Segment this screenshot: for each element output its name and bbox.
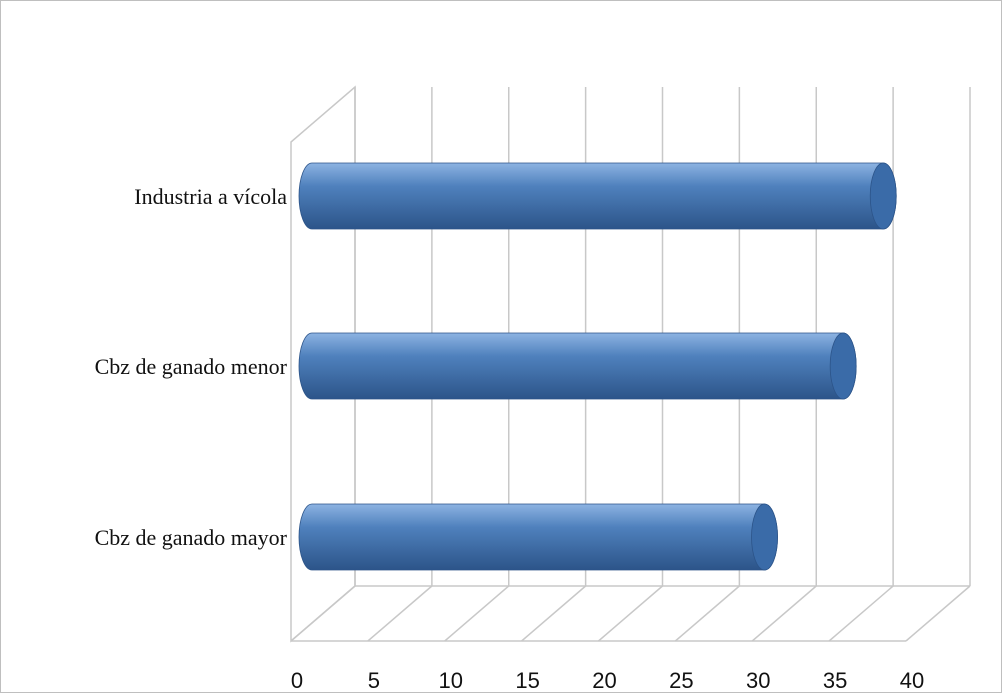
category-labels: Cbz de ganado mayor Cbz de ganado menor In…	[95, 184, 288, 550]
gridline-floor	[828, 585, 894, 642]
x-tick-label: 20	[592, 668, 616, 693]
x-tick-label: 40	[900, 668, 924, 693]
gridline-floor	[521, 585, 587, 642]
bar-end-cap	[751, 503, 778, 571]
x-tick-label: 30	[746, 668, 770, 693]
x-tick-label: 15	[515, 668, 539, 693]
bar-cbz-de-ganado-mayor	[298, 503, 778, 571]
x-tick-label: 35	[823, 668, 847, 693]
side-wall	[290, 85, 356, 643]
bars-layer	[298, 162, 897, 571]
x-tick-label: 5	[368, 668, 380, 693]
bar-body	[298, 162, 897, 230]
gridline-floor	[674, 585, 740, 642]
bar-cbz-de-ganado-menor	[298, 332, 857, 400]
category-label: Cbz de ganado mayor	[95, 525, 288, 550]
x-tick-label: 25	[669, 668, 693, 693]
gridline-floor	[444, 585, 510, 642]
gridline-floor	[598, 585, 663, 642]
bar-body	[298, 332, 857, 400]
bar-body	[298, 503, 778, 571]
gridline-floor	[905, 585, 971, 642]
x-tick-labels: 0 5 10 15 20 25 30 35 40	[291, 668, 924, 693]
category-label: Cbz de ganado menor	[95, 354, 288, 379]
gridline-floor	[751, 585, 817, 642]
x-tick-label: 0	[291, 668, 303, 693]
bar-end-cap	[869, 162, 897, 230]
category-label: Industria a vícola	[134, 184, 287, 209]
gridline-floor	[367, 585, 433, 642]
bar-end-cap	[829, 332, 857, 400]
bar-industria-av-cola	[298, 162, 897, 230]
x-tick-label: 10	[439, 668, 463, 693]
